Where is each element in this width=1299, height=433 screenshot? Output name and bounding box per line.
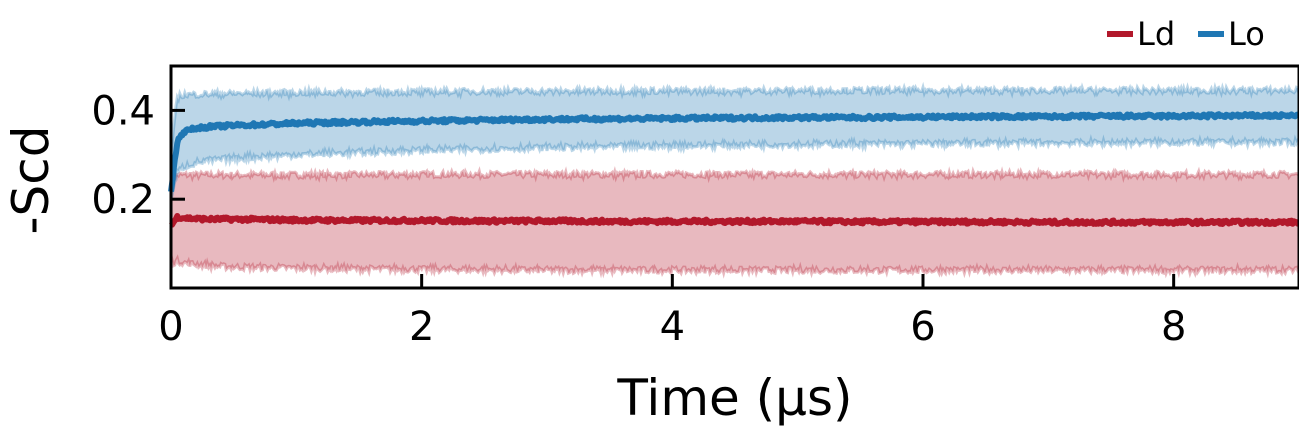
line-ld [169, 213, 1299, 228]
band-upper-lo [169, 81, 1299, 156]
band-upper-ld [169, 166, 1299, 185]
y-tick-label: 0.4 [91, 88, 155, 134]
y-axis: 0.2 0.4 [91, 88, 185, 223]
x-tick-label: 0 [158, 304, 183, 350]
x-tick-label: 4 [660, 304, 685, 350]
band-lower-ld [169, 254, 1299, 279]
legend: Ld Lo [1107, 15, 1265, 53]
x-tick-label: 6 [910, 304, 935, 350]
band-lower-lo [169, 134, 1299, 201]
plot-frame [169, 64, 1299, 290]
legend-label-ld: Ld [1137, 15, 1175, 53]
line-lo [168, 111, 1299, 192]
x-axis-label: Time (μs) [616, 369, 852, 427]
legend-label-lo: Lo [1228, 15, 1265, 53]
x-tick-label: 2 [409, 304, 434, 350]
x-axis: 0 2 4 6 8 [158, 274, 1186, 350]
y-tick-label: 0.2 [91, 177, 155, 223]
y-axis-label: -Scd [2, 125, 60, 234]
line-layer [168, 111, 1299, 228]
x-tick-label: 8 [1161, 304, 1186, 350]
